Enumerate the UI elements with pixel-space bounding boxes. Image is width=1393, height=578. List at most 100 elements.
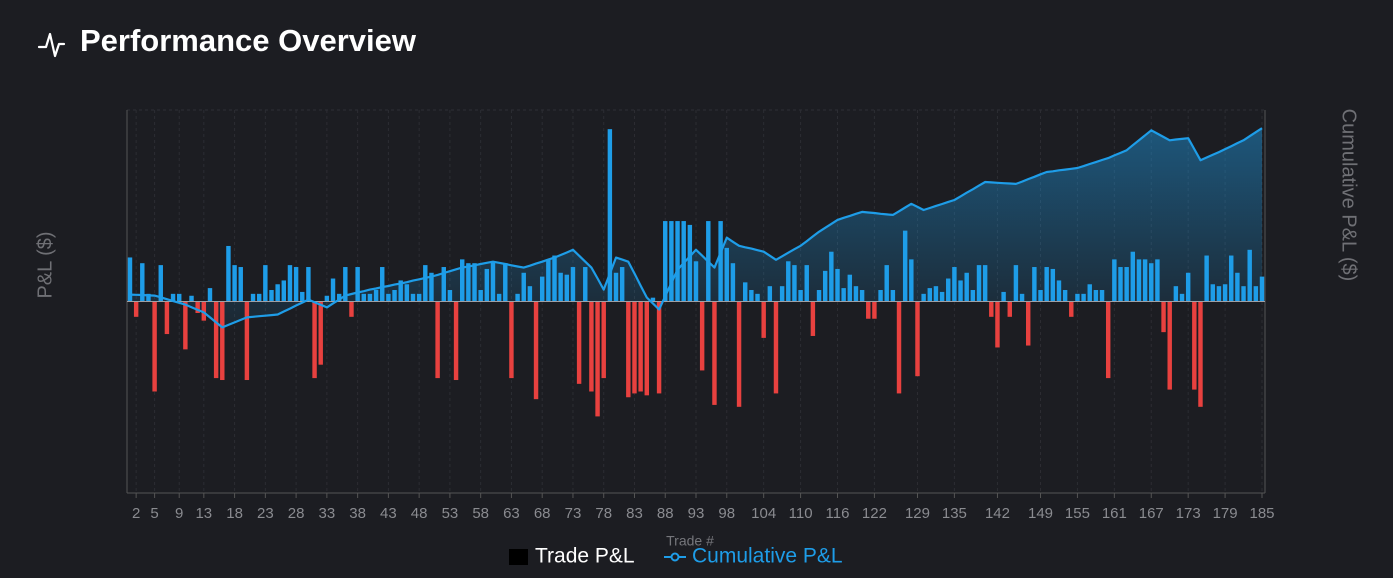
bar <box>1259 276 1265 302</box>
x-tick-label: 63 <box>503 505 520 522</box>
bar <box>361 293 366 302</box>
x-tick-label: 98 <box>718 505 735 522</box>
bar <box>429 272 434 302</box>
bar <box>1118 267 1123 302</box>
bar <box>281 280 287 302</box>
x-tick-label: 155 <box>1065 505 1090 522</box>
bar <box>170 293 176 302</box>
bar <box>410 293 416 302</box>
bar <box>730 263 736 302</box>
bar <box>619 267 625 302</box>
bar <box>183 301 188 350</box>
bar <box>1038 290 1043 302</box>
bar <box>1099 290 1105 302</box>
bar <box>127 257 133 302</box>
bar <box>256 293 262 302</box>
x-tick-label: 38 <box>349 505 366 522</box>
x-tick-label: 58 <box>472 505 489 522</box>
bar <box>460 259 465 302</box>
bar <box>1222 284 1228 302</box>
bar <box>822 270 828 302</box>
bar <box>558 272 563 302</box>
bar <box>1142 259 1148 302</box>
bar <box>343 267 348 302</box>
x-tick-label: 78 <box>595 505 612 522</box>
bar <box>1247 249 1252 302</box>
bar <box>570 267 576 302</box>
x-tick-label: 9 <box>175 505 183 522</box>
bar <box>773 301 779 394</box>
bar <box>927 288 932 302</box>
bar <box>626 301 631 398</box>
bar <box>373 290 379 302</box>
bar <box>841 288 846 302</box>
legend-label: Trade P&L <box>535 545 635 568</box>
bar <box>484 268 490 302</box>
bar <box>250 293 256 302</box>
bar <box>632 301 637 394</box>
legend-label: Cumulative P&L <box>692 545 843 568</box>
bar <box>902 230 908 302</box>
bar <box>263 265 268 302</box>
bar <box>1216 286 1222 302</box>
bar <box>293 267 299 302</box>
bar <box>1026 301 1031 346</box>
bar <box>724 247 729 302</box>
bar <box>749 290 754 302</box>
bar <box>244 301 250 381</box>
x-tick-label: 53 <box>442 505 459 522</box>
bar <box>1192 301 1197 390</box>
bar <box>896 301 902 394</box>
bar <box>1001 291 1006 302</box>
bar <box>324 295 330 302</box>
bar <box>638 301 643 392</box>
bar <box>133 301 139 317</box>
bar <box>601 301 606 379</box>
bar <box>1087 284 1092 302</box>
bar <box>404 284 410 302</box>
bar <box>687 224 693 302</box>
bar <box>607 129 613 302</box>
bar <box>177 293 182 302</box>
bar <box>539 276 545 302</box>
bar <box>976 265 982 302</box>
x-tick-label: 28 <box>288 505 305 522</box>
bar <box>958 280 963 302</box>
bar <box>909 259 914 302</box>
bar <box>798 290 803 302</box>
bar <box>515 293 520 302</box>
bar <box>1075 293 1080 302</box>
bar <box>743 282 748 302</box>
bar <box>576 301 582 384</box>
bar <box>1136 259 1142 302</box>
bar <box>275 284 280 302</box>
bar <box>644 301 649 396</box>
bar <box>589 301 594 392</box>
bar <box>355 267 360 302</box>
bar <box>939 291 945 302</box>
bar <box>220 301 225 381</box>
bar <box>804 265 809 302</box>
bar <box>755 293 760 302</box>
bar <box>496 293 502 302</box>
bar <box>1235 272 1240 302</box>
bar <box>1050 268 1056 302</box>
bar <box>779 286 785 302</box>
bar <box>1056 280 1062 302</box>
bar <box>595 301 600 417</box>
bar <box>872 301 877 319</box>
bar <box>915 301 920 377</box>
x-tick-label: 142 <box>985 505 1010 522</box>
bar <box>226 245 231 302</box>
bar <box>1112 259 1117 302</box>
bar <box>441 267 446 302</box>
bar <box>201 301 207 321</box>
x-tick-label: 43 <box>380 505 397 522</box>
x-tick-label: 73 <box>565 505 582 522</box>
bar <box>207 288 213 302</box>
bar <box>318 301 323 365</box>
bar <box>859 290 865 302</box>
bar <box>1210 284 1215 302</box>
bar <box>761 301 766 338</box>
